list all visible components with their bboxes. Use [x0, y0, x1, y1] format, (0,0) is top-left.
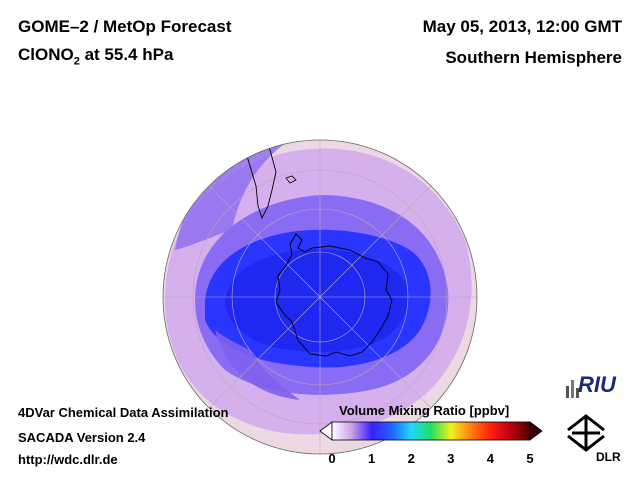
- colorbar-tick-2: 2: [407, 451, 415, 466]
- colorbar-tick-0: 0: [328, 451, 336, 466]
- riu-logo-text: RIU: [578, 372, 616, 397]
- dlr-logo-text: DLR: [596, 450, 621, 464]
- falklands-islands: [285, 175, 297, 184]
- pressure-level: at 55.4 hPa: [79, 45, 174, 64]
- south-america-coastline: [227, 140, 277, 220]
- colorbar-tick-1: 1: [367, 451, 376, 466]
- species-subscript: 2: [73, 55, 80, 68]
- graticule: [163, 140, 477, 454]
- species-title: ClONO2 at 55.4 hPa: [18, 45, 173, 67]
- ozone-lower-tail: [215, 330, 300, 400]
- colorbar-gradient: [331, 421, 531, 441]
- colorbar-tick-3: 3: [447, 451, 455, 466]
- species-name: ClONO: [18, 45, 74, 64]
- ozone-top-band: [230, 92, 420, 121]
- footer-version: SACADA Version 2.4: [18, 430, 146, 445]
- antarctica-coastline: [275, 233, 393, 357]
- ozone-upper-band: [175, 140, 290, 250]
- forecast-title: GOME–2 / MetOp Forecast: [18, 17, 232, 36]
- hemisphere-label: Southern Hemisphere: [445, 48, 622, 67]
- forecast-datetime: May 05, 2013, 12:00 GMT: [422, 17, 622, 36]
- riu-logo-icon: [566, 380, 579, 398]
- globe-outline: [162, 139, 478, 455]
- colorbar-label: Volume Mixing Ratio [ppbv]: [339, 403, 510, 418]
- colorbar-tick-4: 4: [486, 451, 494, 466]
- footer-method: 4DVar Chemical Data Assimilation: [18, 405, 229, 420]
- colorbar-tick-5: 5: [526, 451, 534, 466]
- dlr-logo-icon: [567, 414, 605, 452]
- footer-url: http://wdc.dlr.de: [18, 452, 118, 467]
- colorbar: [319, 421, 543, 441]
- colorbar-max-arrow: [529, 421, 543, 441]
- colorbar-min-arrow: [319, 421, 333, 441]
